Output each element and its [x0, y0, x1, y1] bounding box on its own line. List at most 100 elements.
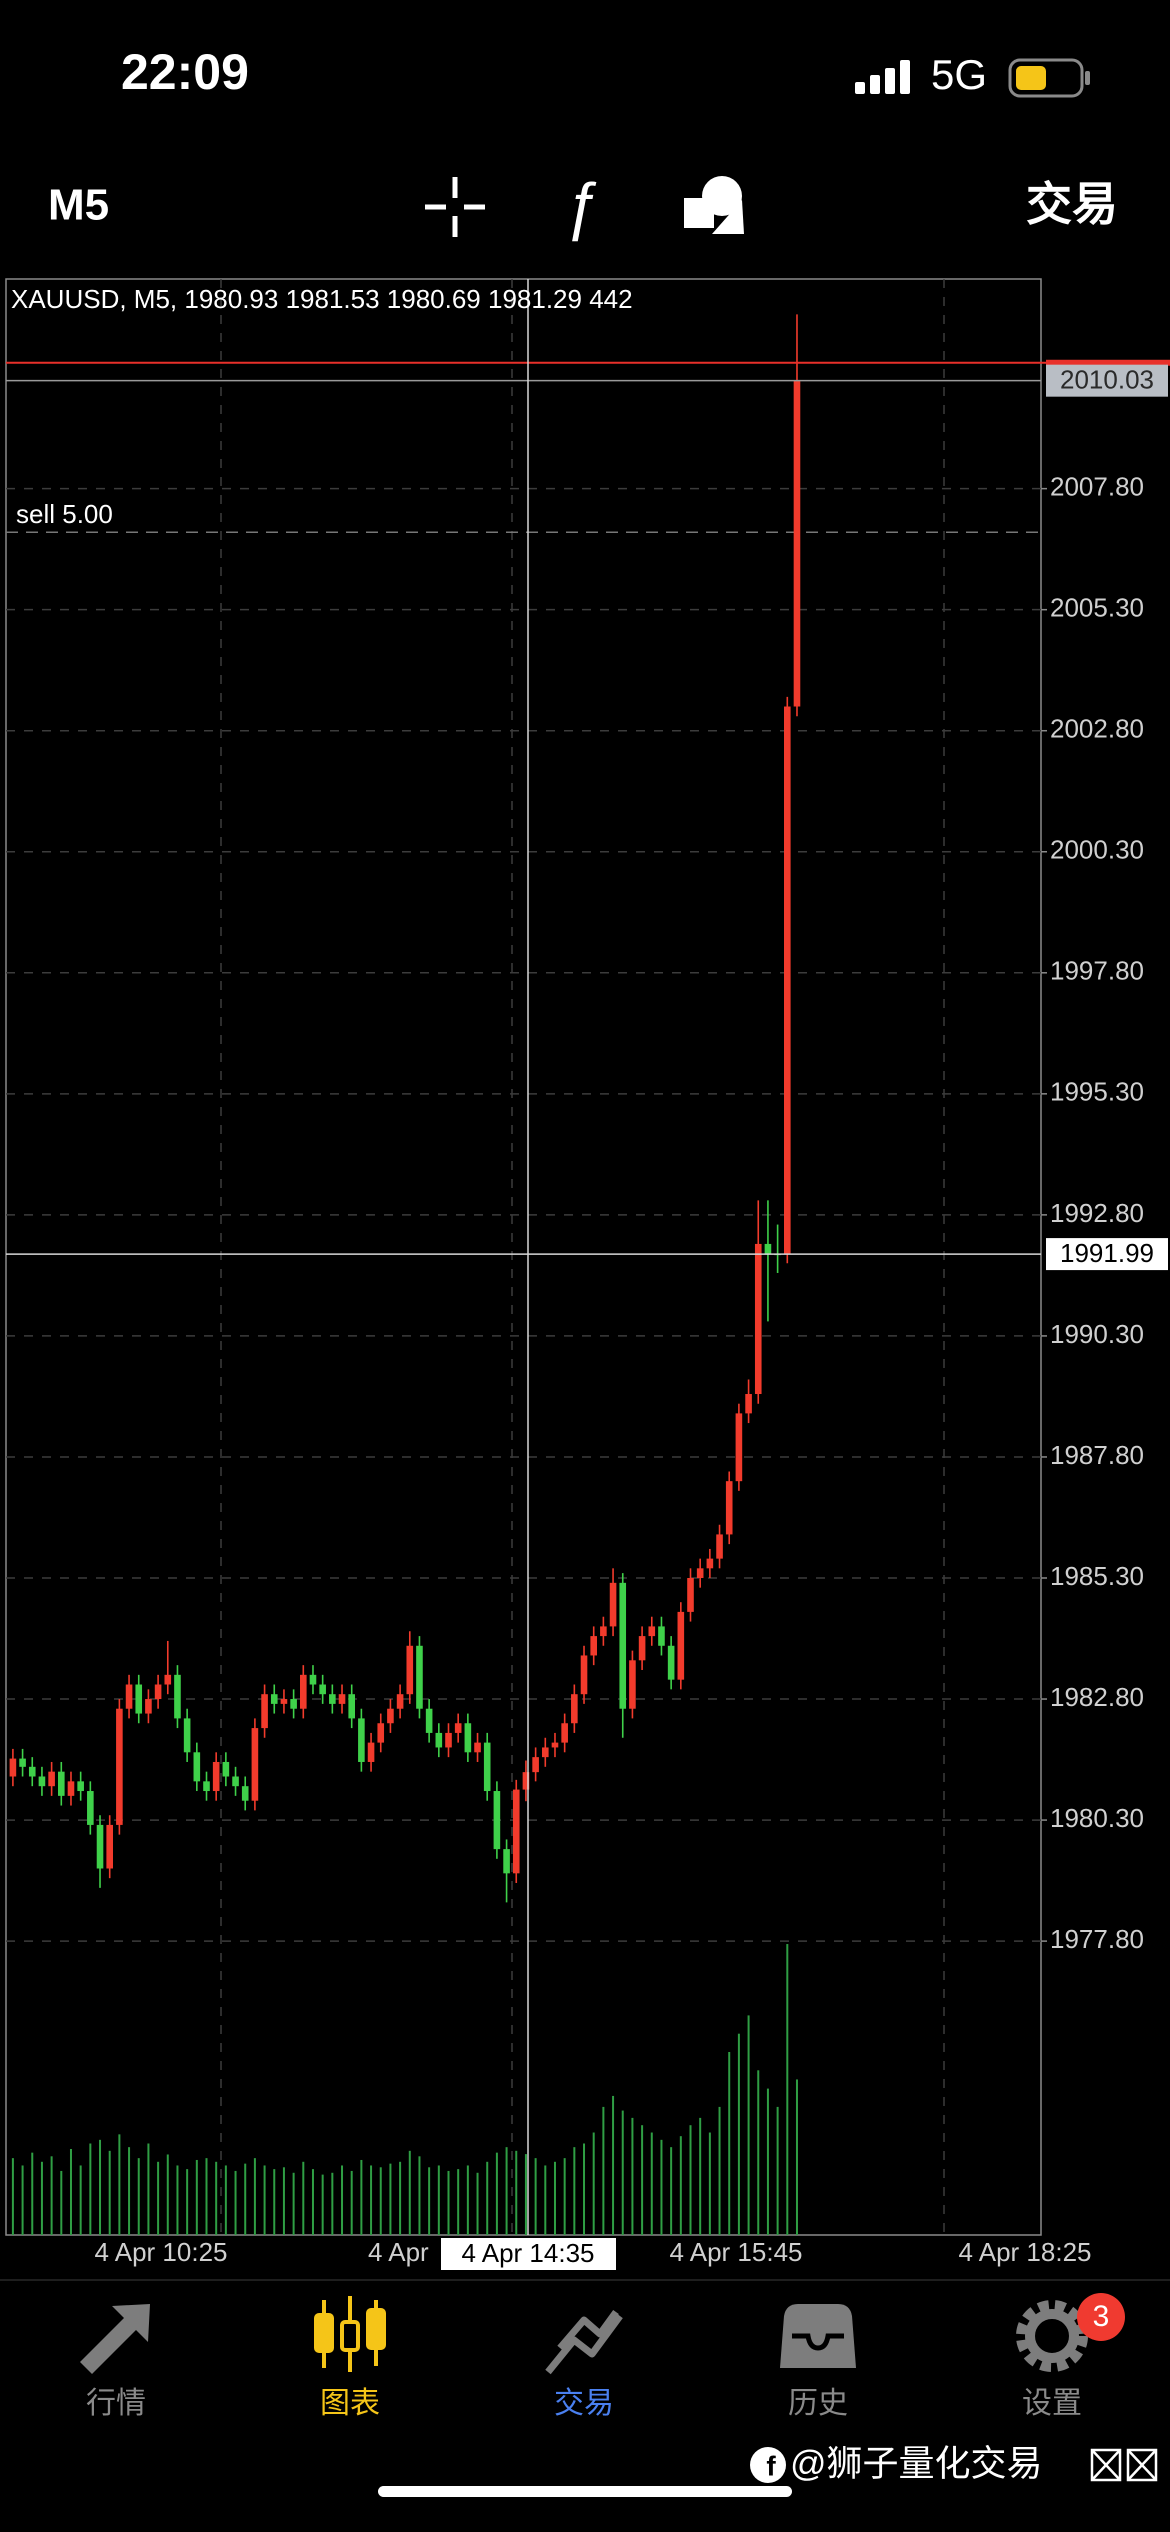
candle-body	[580, 1655, 588, 1695]
volume-bar	[418, 2156, 421, 2235]
volume-bar	[689, 2125, 692, 2235]
crosshair-time-label: 4 Apr 14:35	[462, 2238, 595, 2268]
candle-body	[87, 1791, 94, 1825]
volume-bar	[505, 2147, 508, 2235]
candle-body	[106, 1824, 113, 1869]
y-tick-label: 1980.30	[1050, 1803, 1144, 1833]
candle-body	[754, 1243, 762, 1395]
tab-label: 行情	[86, 2387, 146, 2420]
volume-bar	[573, 2147, 576, 2235]
candle-body	[658, 1626, 665, 1646]
facebook-icon	[750, 2447, 786, 2483]
candle-body	[135, 1684, 143, 1714]
plot-area	[6, 279, 1170, 2235]
tab-history[interactable]: 历史	[780, 2304, 856, 2420]
bid-label: 2010.03	[1060, 365, 1154, 395]
network-label: 5G	[931, 51, 987, 98]
candle-body	[164, 1674, 172, 1685]
candle-body	[387, 1708, 394, 1724]
volume-bar	[495, 2152, 498, 2235]
volume-bar	[253, 2158, 256, 2235]
tab-chart[interactable]: 图表	[314, 2296, 386, 2420]
tab-trade[interactable]: 交易	[545, 2309, 623, 2420]
y-tick-label: 1992.80	[1050, 1198, 1144, 1228]
candle-body	[416, 1645, 423, 1709]
candle-body	[280, 1699, 288, 1704]
candle-body	[522, 1772, 530, 1790]
volume-bar	[176, 2165, 179, 2235]
quotes-icon	[80, 2304, 150, 2374]
candle-body	[638, 1636, 646, 1661]
watermark-text: @狮子量化交易	[790, 2443, 1043, 2484]
candle-body	[125, 1684, 133, 1709]
chart-header: XAUUSD, M5, 1980.93 1981.53 1980.69 1981…	[11, 284, 633, 314]
volume-bar	[118, 2134, 121, 2235]
candle-body	[551, 1742, 559, 1748]
candle-body	[38, 1776, 46, 1787]
tab-quotes[interactable]: 行情	[80, 2304, 150, 2420]
candle-body	[348, 1694, 355, 1719]
volume-bar	[476, 2172, 479, 2235]
volume-bar	[408, 2150, 411, 2235]
candle-body	[19, 1758, 26, 1767]
y-tick-label: 2002.80	[1050, 714, 1144, 744]
volume-bar	[486, 2161, 489, 2235]
volume-bar	[263, 2165, 266, 2235]
candle-body	[542, 1747, 549, 1758]
volume-bar	[31, 2152, 34, 2235]
volume-bar	[612, 2095, 615, 2235]
candle-body	[329, 1694, 336, 1704]
tab-settings[interactable]: 3 设置	[1016, 2293, 1125, 2420]
volume-bar	[524, 2154, 527, 2235]
volume-bar	[157, 2161, 160, 2235]
settings-icon-teeth	[1016, 2300, 1088, 2372]
volume-bar	[515, 2150, 518, 2235]
volume-bar	[757, 2070, 760, 2235]
bid-label-box	[1046, 364, 1168, 397]
y-tick-label: 1977.80	[1050, 1924, 1144, 1954]
candle-body	[454, 1723, 462, 1733]
volume-bar	[679, 2136, 682, 2235]
volume-bar	[786, 1944, 789, 2235]
candle-body	[619, 1582, 627, 1709]
crosshair-time-box	[441, 2238, 616, 2270]
volume-bar	[69, 2148, 72, 2235]
volume-bar	[331, 2172, 334, 2235]
candle-body	[28, 1766, 36, 1777]
history-icon-tray	[792, 2333, 844, 2351]
candle-body	[309, 1674, 317, 1685]
volume-bar	[11, 2158, 14, 2235]
volume-bar	[447, 2170, 450, 2235]
trade-button[interactable]: 交易	[1026, 178, 1118, 230]
candle-body	[145, 1699, 152, 1714]
objects-button[interactable]	[684, 176, 744, 234]
volume-bar	[360, 2159, 363, 2235]
volume-bar	[379, 2167, 382, 2235]
candle-body	[58, 1771, 65, 1796]
volume-bar	[292, 2172, 295, 2235]
volume-bar	[282, 2167, 285, 2235]
candle-body	[9, 1758, 17, 1777]
volume-bar	[747, 2015, 750, 2235]
candle-body	[793, 380, 801, 707]
indicator-button[interactable]: ƒ	[563, 169, 599, 242]
candle-body	[600, 1626, 607, 1637]
candle-body	[319, 1684, 326, 1695]
order-label: sell 5.00	[16, 499, 113, 529]
volume-bar	[186, 2169, 189, 2235]
volume-bar	[273, 2169, 276, 2235]
candle-body	[377, 1723, 385, 1743]
candle-body	[183, 1718, 191, 1753]
y-tick-label: 1995.30	[1050, 1077, 1144, 1107]
x-tick-label: 4 Apr 15:45	[670, 2237, 803, 2267]
timeframe-button[interactable]: M5	[48, 181, 109, 230]
volume-bar	[21, 2165, 24, 2235]
y-tick-label: 1985.30	[1050, 1561, 1144, 1591]
candle-body	[212, 1761, 220, 1792]
crosshair-button[interactable]	[425, 177, 485, 237]
ask-marker	[1046, 359, 1170, 366]
volume-bar	[302, 2161, 305, 2235]
y-tick-label: 1990.30	[1050, 1319, 1144, 1349]
x-tick-label: 4 Apr 10:25	[95, 2237, 228, 2267]
volume-bar	[321, 2174, 324, 2235]
